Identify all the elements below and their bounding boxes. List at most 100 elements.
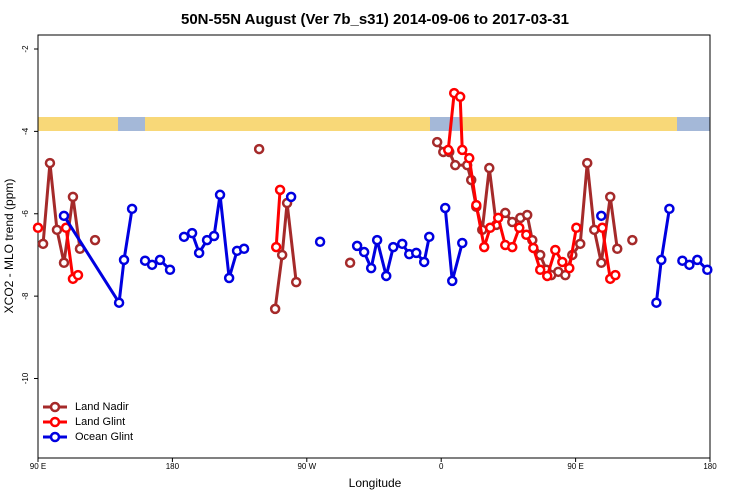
data-point xyxy=(186,227,198,239)
data-point xyxy=(146,259,158,271)
data-point xyxy=(528,242,539,254)
x-axis-label: Longitude xyxy=(349,476,402,490)
data-point xyxy=(521,229,532,241)
data-point xyxy=(581,157,593,169)
data-point xyxy=(507,241,518,253)
data-point xyxy=(589,224,600,236)
data-point xyxy=(478,241,490,253)
data-point xyxy=(656,254,667,266)
legend-marker xyxy=(49,416,61,428)
data-point xyxy=(431,136,443,148)
data-point xyxy=(214,189,226,201)
data-point xyxy=(238,243,250,255)
data-point xyxy=(274,184,286,196)
x-tick-label: 90 E xyxy=(30,462,46,471)
data-point xyxy=(253,143,265,155)
data-point xyxy=(604,191,616,203)
data-point xyxy=(534,264,546,276)
y-tick-label: -8 xyxy=(21,292,30,300)
data-point xyxy=(442,144,454,156)
data-point xyxy=(464,152,475,164)
data-point xyxy=(507,216,518,228)
data-point xyxy=(484,162,495,174)
data-point xyxy=(627,234,638,246)
data-point xyxy=(388,241,399,253)
data-point xyxy=(344,257,356,269)
y-tick-label: -4 xyxy=(21,127,30,135)
data-point xyxy=(492,212,504,224)
data-point xyxy=(424,231,435,243)
data-point xyxy=(411,247,422,259)
legend: Land Nadir Land Glint Ocean Glint xyxy=(43,401,133,443)
legend-label: Land Glint xyxy=(75,416,125,428)
data-point xyxy=(571,222,582,234)
data-point xyxy=(67,191,79,203)
chart-title: 50N-55N August (Ver 7b_s31) 2014-09-06 t… xyxy=(181,11,569,28)
legend-label: Land Nadir xyxy=(75,401,129,413)
band-land xyxy=(38,117,118,131)
data-point xyxy=(439,202,451,214)
x-tick-label: 180 xyxy=(166,462,180,471)
data-point xyxy=(72,269,84,281)
data-point xyxy=(351,240,363,252)
data-point xyxy=(457,144,468,156)
data-point xyxy=(380,270,392,282)
data-point xyxy=(285,191,297,203)
data-point xyxy=(564,262,575,274)
data-point xyxy=(154,254,166,266)
data-point xyxy=(208,230,220,242)
data-point xyxy=(44,157,56,169)
data-point xyxy=(514,222,525,234)
data-point xyxy=(396,238,408,250)
data-point xyxy=(126,203,138,215)
x-tick-label: 180 xyxy=(703,462,717,471)
band-land xyxy=(145,117,430,131)
series-line xyxy=(43,142,632,309)
band-land xyxy=(462,117,677,131)
data-point xyxy=(471,199,482,211)
data-point xyxy=(193,247,205,259)
data-point xyxy=(37,238,49,250)
data-point xyxy=(118,254,130,266)
legend-marker xyxy=(49,431,61,443)
x-tick-label: 90 W xyxy=(297,462,316,471)
data-point xyxy=(449,159,461,171)
data-point xyxy=(270,241,282,253)
x-tick-label: 90 E xyxy=(567,462,583,471)
data-point xyxy=(178,231,190,243)
data-point xyxy=(612,243,623,255)
x-tick-label: 0 xyxy=(439,462,444,471)
data-point xyxy=(457,237,468,249)
y-tick-label: -10 xyxy=(21,372,30,384)
data-point xyxy=(276,249,288,261)
legend-label: Ocean Glint xyxy=(75,431,133,443)
data-point xyxy=(596,257,607,269)
data-point xyxy=(314,236,326,248)
legend-marker xyxy=(49,401,61,413)
data-point xyxy=(89,234,101,246)
data-point xyxy=(365,262,377,274)
data-point xyxy=(550,244,561,256)
data-point xyxy=(500,207,511,219)
data-point xyxy=(692,254,703,266)
y-axis-label: XCO2 - MLO trend (ppm) xyxy=(2,179,16,314)
y-tick-label: -6 xyxy=(21,210,30,218)
data-point xyxy=(684,259,695,271)
surface-band xyxy=(38,117,710,131)
data-point xyxy=(113,297,125,308)
data-point xyxy=(290,276,302,288)
data-point xyxy=(597,222,608,234)
data-point xyxy=(447,275,458,287)
y-tick-label: -2 xyxy=(21,45,30,53)
data-point xyxy=(51,224,63,236)
data-point xyxy=(223,272,235,284)
data-point xyxy=(651,297,662,308)
data-point xyxy=(371,234,383,246)
data-point xyxy=(418,256,430,268)
data-point xyxy=(541,270,553,282)
data-point xyxy=(574,238,586,250)
plot-frame xyxy=(37,34,711,459)
data-point xyxy=(358,246,370,258)
data-point xyxy=(164,264,176,276)
